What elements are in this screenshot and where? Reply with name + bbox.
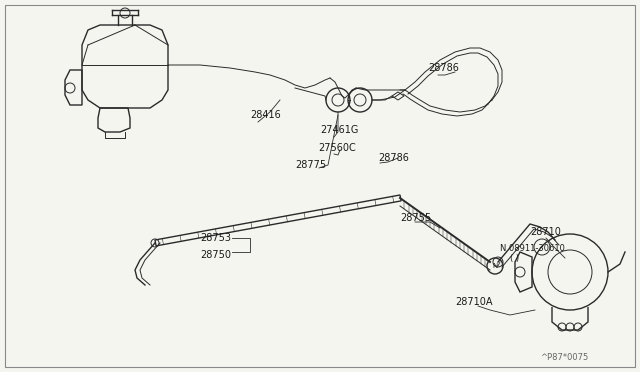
Text: 28755: 28755	[400, 213, 431, 223]
Text: 28750: 28750	[200, 250, 231, 260]
Text: 28416: 28416	[250, 110, 281, 120]
Text: ( ): ( )	[510, 253, 519, 263]
Text: 28753: 28753	[200, 233, 231, 243]
Text: N: N	[492, 263, 498, 269]
Text: 27461G: 27461G	[320, 125, 358, 135]
Text: 27560C: 27560C	[318, 143, 356, 153]
Text: N 08911-30610: N 08911-30610	[500, 244, 565, 253]
Text: 28786: 28786	[378, 153, 409, 163]
Text: 28710: 28710	[530, 227, 561, 237]
Text: 28775: 28775	[295, 160, 326, 170]
Text: 28710A: 28710A	[455, 297, 493, 307]
Text: 28786: 28786	[428, 63, 459, 73]
Text: ^P87*0075: ^P87*0075	[540, 353, 588, 362]
